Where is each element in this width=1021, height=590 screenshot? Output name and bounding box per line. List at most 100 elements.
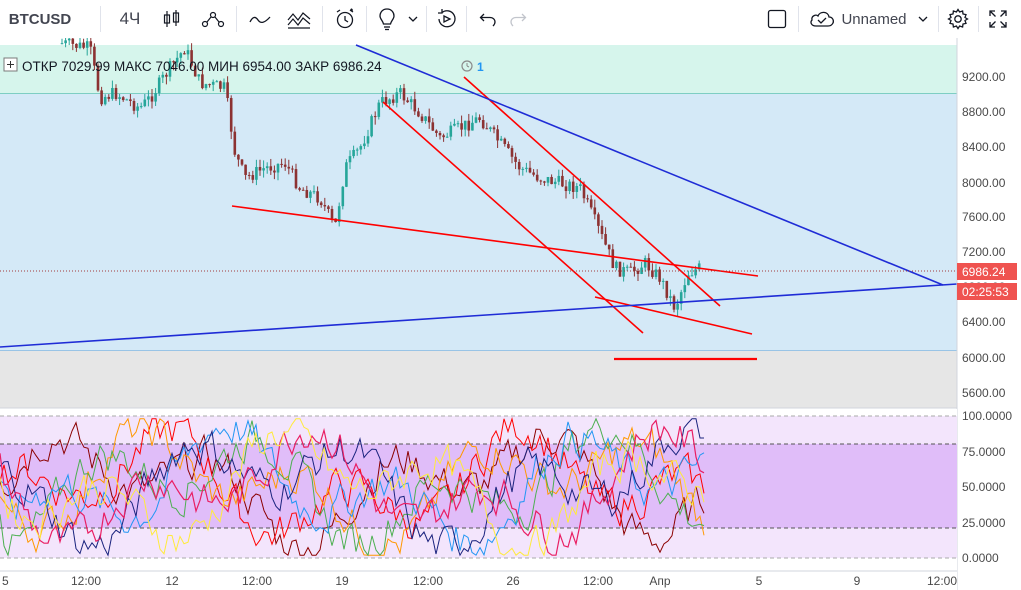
oscillator-axis[interactable]: 100.0000 75.0000 50.0000 25.0000 0.0000 [962, 409, 1012, 565]
trendline-blue-descending[interactable] [355, 44, 944, 286]
time-axis-label: 26 [506, 574, 520, 588]
candle [168, 58, 172, 82]
candle [154, 87, 157, 106]
candle [208, 83, 211, 88]
price-axis-label: 8800.00 [962, 105, 1006, 119]
fullscreen-square-icon[interactable] [764, 0, 790, 38]
osc-axis-label: 0.0000 [962, 551, 999, 565]
candle [201, 67, 204, 90]
candle [618, 261, 622, 277]
price-axis-label: 7200.00 [962, 245, 1006, 259]
candle [467, 113, 471, 137]
candle [75, 43, 78, 52]
candle [312, 185, 316, 195]
redo-icon[interactable] [506, 0, 530, 38]
time-axis-label: 12:00 [413, 574, 443, 588]
candle [125, 98, 129, 101]
bottom-zone [0, 351, 957, 408]
toolbar-separator [236, 6, 237, 32]
bars-style-icon[interactable] [158, 0, 186, 38]
candle [85, 38, 89, 56]
time-axis-label: 9 [854, 574, 861, 588]
candle [309, 190, 312, 204]
candle [438, 131, 442, 140]
candle [147, 90, 150, 107]
trendline-red-channel-lower[interactable] [382, 101, 644, 334]
candle [510, 145, 514, 164]
line-chart-icon[interactable] [246, 0, 274, 38]
candle [492, 125, 496, 134]
alert-clock-icon[interactable] [330, 0, 360, 38]
time-axis-label: 12:00 [242, 574, 272, 588]
chart-area[interactable]: ОТКР 7029.99 МАКС 7046.00 МИН 6954.00 ЗА… [0, 38, 1021, 590]
alert-clock-icon[interactable] [461, 60, 473, 72]
osc-axis-label: 25.0000 [962, 516, 1006, 530]
candle [337, 202, 341, 227]
candle [456, 120, 460, 128]
candle [89, 38, 93, 55]
trendline-red-wedge-bottom[interactable] [594, 296, 753, 335]
toolbar-separator [798, 6, 799, 32]
interval-button[interactable]: 4Ч [119, 9, 141, 28]
trendline-red-wedge-top[interactable] [231, 205, 759, 277]
candle [528, 160, 532, 174]
gear-icon[interactable] [944, 0, 972, 38]
oscillator-pane[interactable] [0, 409, 957, 571]
candle [424, 116, 427, 124]
candle [204, 83, 208, 91]
chevron-down-icon[interactable] [404, 0, 422, 38]
alert-count: 1 [477, 60, 484, 74]
candle [564, 180, 568, 199]
layout-name-button[interactable]: Unnamed [841, 10, 907, 28]
candle [327, 205, 330, 213]
undo-icon[interactable] [476, 0, 500, 38]
candle [420, 113, 424, 123]
price-axis-label: 6400.00 [962, 315, 1006, 329]
candle [280, 158, 283, 168]
candle [93, 43, 96, 71]
price-axis[interactable]: 9200.00 8800.00 8400.00 8000.00 7600.00 7200.… [956, 38, 1021, 590]
time-axis-label: Апр [649, 574, 671, 588]
candle [622, 262, 625, 282]
candle [629, 262, 633, 268]
toolbar-separator [426, 6, 427, 32]
candle [589, 195, 593, 210]
oscillator-line [0, 418, 705, 557]
candle [222, 78, 226, 93]
oscillator-line [0, 417, 705, 556]
replay-icon[interactable] [432, 0, 460, 38]
price-axis-label: 6000.00 [962, 351, 1006, 365]
candle [546, 176, 550, 187]
toolbar-separator [366, 6, 367, 32]
symbol-search-button[interactable]: BTCUSD [8, 10, 72, 28]
candle [489, 126, 492, 132]
countdown-tag [957, 283, 1017, 300]
expand-icon[interactable] [984, 0, 1012, 38]
candle [471, 115, 474, 131]
candle [561, 169, 564, 188]
trendline-red-channel-upper[interactable] [463, 76, 721, 307]
toolbar-separator [466, 6, 467, 32]
candle [543, 180, 546, 186]
chevron-down-icon[interactable] [914, 0, 932, 38]
time-axis[interactable]: 5 12:00 12 12:00 19 12:00 26 12:00 Апр 5 9 12:00 [0, 570, 957, 590]
candle [478, 114, 481, 123]
indicator-fx-icon[interactable] [284, 0, 314, 38]
candle [283, 158, 287, 171]
indicators-icon[interactable] [198, 0, 228, 38]
candle [481, 115, 485, 130]
trendline-blue-ascending[interactable] [0, 283, 958, 348]
candle [136, 102, 139, 118]
lightbulb-icon[interactable] [374, 0, 400, 38]
cloud-icon[interactable] [806, 0, 838, 38]
candle [96, 63, 100, 92]
candle [237, 154, 240, 167]
candle [571, 176, 575, 199]
candle [661, 278, 665, 290]
candle [550, 174, 553, 185]
time-axis-label: 5 [2, 574, 9, 588]
candle [262, 160, 265, 178]
candle [683, 278, 687, 299]
oscillator-line [0, 418, 705, 557]
candle [406, 97, 409, 103]
